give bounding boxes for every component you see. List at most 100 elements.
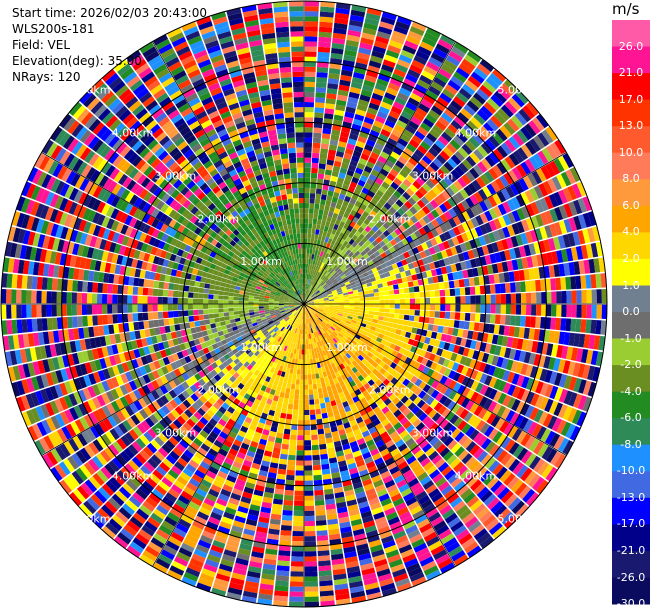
velocity-gate [489, 314, 496, 324]
velocity-gate [329, 268, 335, 274]
velocity-gate [330, 134, 340, 141]
velocity-gate [483, 101, 497, 115]
velocity-gate [481, 158, 492, 170]
velocity-gate [387, 280, 393, 286]
velocity-gate [418, 218, 427, 227]
velocity-gate [463, 124, 475, 136]
velocity-gate [322, 257, 327, 264]
velocity-gate [378, 185, 387, 194]
velocity-gate [444, 311, 451, 319]
velocity-gate [437, 38, 453, 50]
velocity-gate [304, 546, 317, 552]
velocity-gate [348, 91, 360, 99]
velocity-gate [516, 208, 526, 221]
velocity-gate [312, 287, 316, 292]
velocity-gate [451, 46, 466, 58]
velocity-gate [496, 190, 507, 203]
velocity-gate [320, 256, 325, 263]
velocity-gate [341, 266, 348, 273]
velocity-gate [380, 101, 392, 110]
velocity-gate [304, 167, 311, 173]
velocity-gate [356, 253, 363, 260]
velocity-gate [541, 129, 554, 144]
velocity-gate [276, 473, 286, 480]
velocity-gate [446, 172, 457, 183]
velocity-gate [304, 359, 307, 365]
velocity-gate [420, 304, 426, 310]
velocity-gate [315, 373, 320, 379]
velocity-gate [488, 72, 503, 86]
velocity-gate [382, 321, 388, 326]
velocity-gate [318, 168, 325, 175]
velocity-gate [304, 450, 312, 456]
velocity-gate [304, 404, 310, 411]
velocity-gate [315, 92, 326, 98]
velocity-gate [310, 280, 313, 286]
velocity-gate [384, 54, 398, 64]
velocity-gate [304, 536, 316, 542]
velocity-gate [355, 167, 364, 175]
velocity-gate [411, 134, 423, 145]
velocity-gate [305, 294, 308, 300]
velocity-gate [389, 168, 399, 178]
velocity-gate [338, 232, 345, 239]
velocity-gate [315, 290, 320, 295]
velocity-gate [479, 224, 488, 235]
velocity-gate [328, 261, 334, 268]
velocity-gate [528, 120, 541, 135]
velocity-gate [399, 182, 409, 192]
velocity-gate [380, 206, 389, 214]
velocity-gate [576, 181, 587, 197]
velocity-gate [433, 76, 447, 88]
velocity-gate [304, 51, 317, 57]
velocity-gate [425, 297, 431, 304]
velocity-gate [304, 435, 311, 441]
velocity-gate [404, 293, 410, 299]
velocity-gate [466, 208, 475, 219]
velocity-gate [311, 368, 315, 375]
velocity-gate [397, 283, 404, 289]
velocity-gate [324, 247, 329, 254]
velocity-gate [397, 156, 408, 165]
velocity-gate [500, 142, 512, 155]
velocity-gate [455, 191, 465, 202]
velocity-gate [355, 237, 362, 244]
velocity-gate [304, 364, 308, 370]
velocity-gate [429, 161, 440, 172]
velocity-gate [385, 49, 400, 59]
velocity-gate [336, 146, 346, 153]
velocity-gate [300, 374, 304, 380]
velocity-gate [450, 154, 462, 166]
velocity-gate [502, 214, 512, 226]
velocity-gate [575, 319, 582, 333]
velocity-gate [310, 172, 318, 179]
velocity-gate [555, 317, 562, 331]
velocity-gate [317, 272, 322, 278]
velocity-gate [285, 388, 291, 394]
velocity-gate [312, 259, 316, 265]
velocity-gate [394, 236, 402, 244]
velocity-gate [479, 212, 489, 224]
velocity-gate [312, 147, 320, 154]
velocity-gate [403, 314, 410, 321]
velocity-gate [389, 304, 395, 309]
velocity-gate [525, 316, 531, 328]
velocity-gate [335, 285, 341, 290]
velocity-gate [314, 112, 324, 119]
velocity-gate [316, 383, 322, 389]
velocity-gate [381, 64, 394, 73]
velocity-gate [316, 535, 329, 541]
velocity-gate [319, 377, 325, 383]
velocity-gate [311, 275, 315, 281]
velocity-gate [349, 268, 355, 274]
velocity-gate [469, 152, 481, 164]
velocity-gate [424, 248, 432, 257]
velocity-gate [307, 359, 311, 365]
velocity-gate [455, 304, 461, 312]
velocity-gate [363, 218, 371, 226]
velocity-gate [299, 399, 304, 406]
velocity-gate [581, 304, 587, 319]
velocity-gate [359, 94, 371, 103]
velocity-gate [428, 56, 443, 68]
velocity-gate [290, 576, 304, 582]
